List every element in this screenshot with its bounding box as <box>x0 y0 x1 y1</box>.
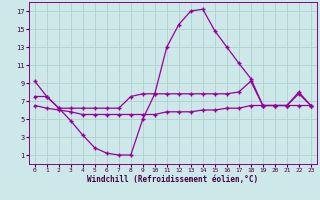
X-axis label: Windchill (Refroidissement éolien,°C): Windchill (Refroidissement éolien,°C) <box>87 175 258 184</box>
